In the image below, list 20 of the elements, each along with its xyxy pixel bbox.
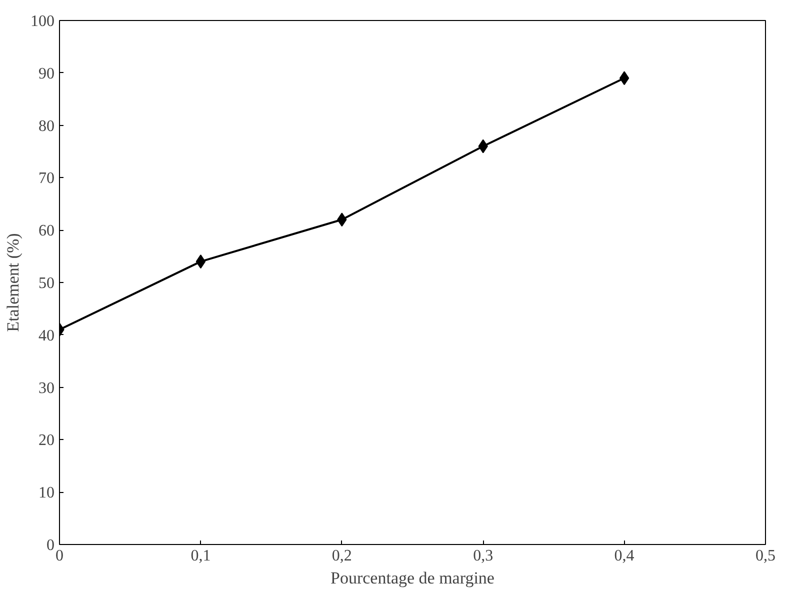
y-tick-label: 100 — [30, 13, 54, 30]
x-tick-label: 0,5 — [756, 548, 776, 564]
y-tick-label: 60 — [38, 222, 54, 240]
y-tick-label: 30 — [38, 380, 54, 397]
y-tick-label: 0 — [46, 537, 54, 554]
x-tick-label: 0,4 — [614, 548, 634, 564]
x-tick-label: 0,2 — [332, 548, 352, 564]
x-axis-title: Pourcentage de margine — [330, 568, 494, 588]
point — [196, 254, 206, 269]
y-tick-label: 20 — [38, 432, 54, 450]
x-tick-label: 0,3 — [473, 548, 494, 564]
x-tick-label: 0,1 — [190, 548, 211, 564]
y-axis-title: Etalement (%) — [4, 233, 22, 332]
y-tick-label: 50 — [38, 275, 54, 292]
point — [619, 71, 630, 86]
y-tick-label: 10 — [38, 484, 54, 502]
y-tick-label: 90 — [38, 65, 54, 82]
y-tick-label: 70 — [38, 170, 54, 188]
y-tick-label: 80 — [38, 118, 54, 135]
y-tick-label: 40 — [38, 327, 54, 344]
